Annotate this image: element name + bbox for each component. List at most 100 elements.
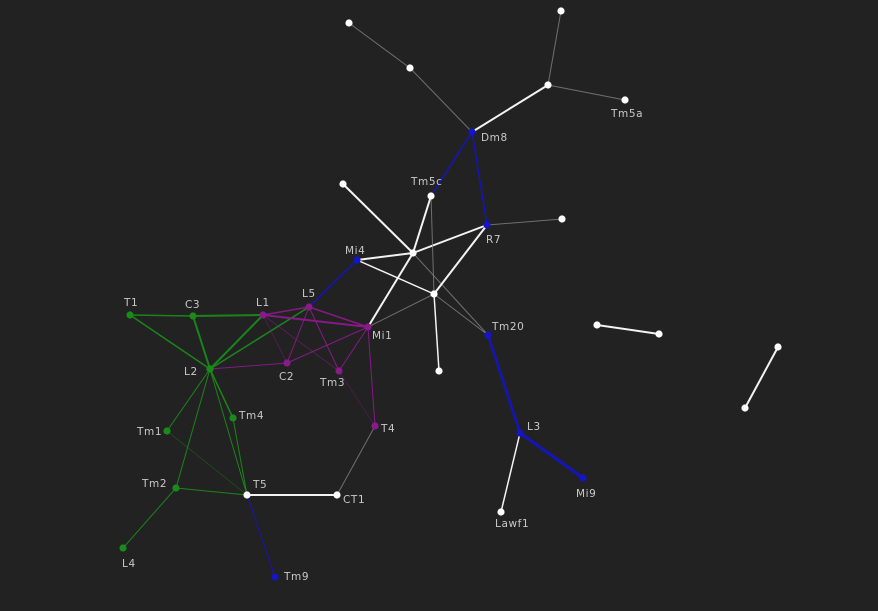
node-n_hub_top[interactable] [544,81,552,89]
node-n_iso1a[interactable] [593,321,601,329]
node-C3[interactable] [189,312,197,320]
edge-n_x1-R7 [412,224,488,254]
node-T1[interactable] [126,311,134,319]
node-L3[interactable] [516,429,524,437]
node-Tm5c[interactable] [427,192,435,200]
edge-n_left_hub-n_x1 [342,183,414,254]
node-n_top3[interactable] [557,7,565,15]
edge-Tm2-L4 [122,487,177,549]
node-label-Tm5c: Tm5c [410,176,443,188]
edge-CT1-T4 [336,425,376,496]
node-label-CT1: CT1 [343,494,365,506]
edge-L2-Tm2 [175,368,211,489]
node-label-T4: T4 [380,423,395,435]
edge-L1-C2 [262,314,288,364]
node-Tm9[interactable] [271,573,279,581]
edge-Dm8-Tm5c [430,131,473,197]
node-n_bot_w[interactable] [435,367,443,375]
node-label-Dm8: Dm8 [481,132,508,144]
node-Tm20[interactable] [484,331,492,339]
node-T5[interactable] [243,491,251,499]
edge-Mi1-T4 [367,326,376,427]
node-R7[interactable] [483,221,491,229]
node-n_iso2b[interactable] [741,404,749,412]
node-Tm1[interactable] [163,427,171,435]
node-Mi1[interactable] [364,323,372,331]
edge-Tm1-T5 [166,430,248,496]
edge-Tm5c-n_x2 [430,195,435,295]
edge-L1-L5 [262,306,310,316]
node-label-Tm1: Tm1 [136,426,162,438]
node-n_top2[interactable] [406,64,414,72]
node-L1[interactable] [259,311,267,319]
node-L2[interactable] [206,365,214,373]
edge-L3-Lawf1 [500,432,521,513]
node-label-Tm9: Tm9 [283,571,309,583]
edge-L5-Mi1 [308,306,369,328]
node-Lawf1[interactable] [497,508,505,516]
edge-n_x1-Tm20 [412,252,489,336]
node-Tm4[interactable] [229,414,237,422]
node-CT1[interactable] [333,491,341,499]
node-label-Mi4: Mi4 [345,245,365,257]
node-label-C2: C2 [279,371,294,383]
edge-C3-L2 [192,315,211,370]
nodes-layer [119,7,782,581]
node-label-L4: L4 [122,558,136,570]
node-label-L1: L1 [256,297,270,309]
edge-n_x2-Mi1 [367,293,435,328]
edge-T1-C3 [129,314,194,317]
node-n_iso2a[interactable] [774,343,782,351]
node-label-L2: L2 [184,366,198,378]
node-Mi4[interactable] [353,256,361,264]
node-label-Mi1: Mi1 [372,330,392,342]
node-label-C3: C3 [185,299,200,311]
edge-L2-L5 [209,306,310,370]
edge-L5-Tm3 [308,306,340,372]
node-n_left_hub[interactable] [339,180,347,188]
node-T4[interactable] [371,422,379,430]
edge-C3-L1 [192,314,264,317]
edge-Tm3-Mi1 [338,326,369,372]
node-Tm2[interactable] [172,484,180,492]
edge-L2-T5 [209,368,248,496]
node-label-L5: L5 [302,288,316,300]
node-n_r7_tail[interactable] [558,215,566,223]
edge-R7-n_r7_tail [486,218,563,226]
node-Mi9[interactable] [579,474,587,482]
edge-n_top1-n_top2 [348,22,411,69]
node-Tm3[interactable] [335,367,343,375]
node-n_top1[interactable] [345,19,353,27]
edge-n_x1-Mi1 [367,252,414,328]
node-label-R7: R7 [486,234,501,246]
node-n_x2[interactable] [430,290,438,298]
edge-n_x2-Tm20 [433,293,489,336]
edge-L2-C2 [209,362,288,370]
node-label-Tm20: Tm20 [491,321,524,333]
node-label-T5: T5 [252,479,267,491]
node-n_iso1b[interactable] [655,330,663,338]
edge-Mi4-L5 [308,259,358,308]
edge-R7-n_x2 [433,224,488,295]
node-n_x1[interactable] [409,249,417,257]
node-label-Tm3: Tm3 [319,377,345,389]
node-Tm5a[interactable] [621,96,629,104]
node-Dm8[interactable] [468,128,476,136]
labels-layer: Tm5a Dm8 Tm5c R7 Mi4 Tm20 L3 Mi9 Lawf1 T1 C3 L1 L5 Mi… [122,108,643,583]
edge-n_x1-Tm5c [412,195,432,254]
edge-T5-Tm9 [246,494,276,578]
edge-n_top3-n_hub_top [547,10,562,86]
edge-Tm4-T5 [232,417,248,496]
edge-Tm3-T4 [338,370,376,427]
node-L4[interactable] [119,544,127,552]
edge-L5-C2 [286,306,310,364]
node-L5[interactable] [305,303,313,311]
edge-Mi4-n_x1 [356,252,414,261]
edge-n_hub_top-Tm5a [547,84,626,101]
node-label-T1: T1 [123,297,138,309]
edge-n_hub_top-Dm8 [471,84,549,133]
edge-L2-L1 [209,314,264,370]
edge-n_top2-Dm8 [409,67,473,133]
node-C2[interactable] [283,359,291,367]
